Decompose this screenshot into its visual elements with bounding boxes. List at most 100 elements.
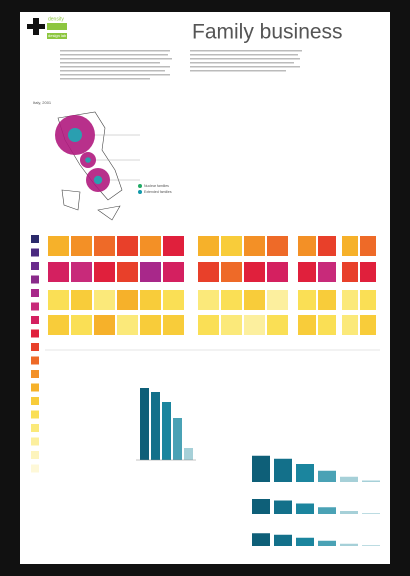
scale-swatch bbox=[31, 329, 39, 338]
legend-label: Nuclear families bbox=[144, 184, 169, 188]
heat-cell bbox=[298, 236, 316, 256]
heat-cell bbox=[318, 290, 336, 310]
small-bar bbox=[252, 499, 270, 514]
heat-cell bbox=[221, 262, 242, 282]
heat-cell bbox=[117, 315, 138, 335]
small-bar bbox=[362, 545, 380, 546]
small-bar bbox=[318, 507, 336, 514]
heat-cell bbox=[71, 290, 92, 310]
heat-cell bbox=[48, 315, 69, 335]
heat-cell bbox=[117, 290, 138, 310]
heat-cell bbox=[318, 236, 336, 256]
heat-cell bbox=[298, 315, 316, 335]
heat-cell bbox=[140, 262, 161, 282]
heat-cell bbox=[244, 262, 265, 282]
heat-cell bbox=[48, 262, 69, 282]
heat-cell bbox=[342, 290, 358, 310]
bar bbox=[173, 418, 182, 460]
heat-cell bbox=[360, 236, 376, 256]
heat-cell bbox=[342, 262, 358, 282]
italy-outline bbox=[57, 111, 123, 201]
region-inner bbox=[68, 128, 82, 142]
small-bar bbox=[318, 470, 336, 482]
heat-cell bbox=[221, 315, 242, 335]
heat-cell bbox=[94, 262, 115, 282]
small-bar bbox=[340, 511, 358, 514]
small-bar bbox=[340, 543, 358, 546]
scale-swatch bbox=[31, 410, 39, 419]
bar bbox=[184, 448, 193, 460]
legend-dot bbox=[138, 184, 142, 188]
heat-cell bbox=[244, 315, 265, 335]
small-bar bbox=[274, 458, 292, 482]
intro-text bbox=[60, 50, 302, 80]
heat-cell bbox=[163, 236, 184, 256]
heat-cell bbox=[117, 262, 138, 282]
scale-swatch bbox=[31, 383, 39, 392]
scale-swatch bbox=[31, 397, 39, 405]
scale-swatch bbox=[31, 316, 39, 324]
scale-swatch bbox=[31, 356, 39, 365]
heat-cell bbox=[342, 315, 358, 335]
heat-cell bbox=[360, 262, 376, 282]
heat-cell bbox=[360, 290, 376, 310]
scale-swatch bbox=[31, 302, 39, 311]
scale-swatch bbox=[31, 248, 39, 257]
small-bar bbox=[274, 534, 292, 546]
heat-cell bbox=[117, 236, 138, 256]
sardinia bbox=[61, 189, 81, 211]
heat-cell bbox=[94, 236, 115, 256]
heat-cell bbox=[267, 315, 288, 335]
heat-cell bbox=[48, 236, 69, 256]
small-bar bbox=[362, 480, 380, 482]
heat-cell bbox=[198, 236, 219, 256]
bar bbox=[162, 402, 171, 460]
heat-cell bbox=[198, 315, 219, 335]
heat-cell bbox=[318, 315, 336, 335]
sicily bbox=[97, 205, 121, 221]
heat-cell bbox=[71, 315, 92, 335]
scale-swatch bbox=[31, 464, 39, 473]
scale-swatch bbox=[31, 370, 39, 378]
heat-cell bbox=[198, 290, 219, 310]
legend-dot bbox=[138, 190, 142, 194]
scale-swatch bbox=[31, 437, 39, 446]
scale-swatch bbox=[31, 343, 39, 351]
heat-cell bbox=[71, 262, 92, 282]
small-bar bbox=[296, 503, 314, 514]
small-bar bbox=[274, 500, 292, 514]
heat-cell bbox=[163, 315, 184, 335]
heat-cell bbox=[298, 290, 316, 310]
bar bbox=[140, 388, 149, 460]
map-label: Italy, 2001 bbox=[33, 100, 52, 105]
heat-cell bbox=[71, 236, 92, 256]
heat-cell bbox=[140, 290, 161, 310]
heat-cell bbox=[163, 290, 184, 310]
small-bar bbox=[252, 533, 270, 546]
small-bar bbox=[318, 540, 336, 546]
title: Family business bbox=[192, 21, 343, 44]
heat-cell bbox=[244, 290, 265, 310]
logo-bar bbox=[47, 33, 67, 39]
small-bar bbox=[296, 464, 314, 482]
legend-label: Extended families bbox=[144, 190, 172, 194]
heat-cell bbox=[267, 262, 288, 282]
small-bar bbox=[252, 455, 270, 482]
scale-swatch bbox=[31, 262, 39, 270]
brand-sub: design lab bbox=[48, 33, 67, 38]
heat-cell bbox=[198, 262, 219, 282]
small-bar bbox=[362, 513, 380, 514]
heat-cell bbox=[163, 262, 184, 282]
heat-cell bbox=[94, 290, 115, 310]
logo-plus bbox=[33, 18, 39, 35]
heat-cell bbox=[342, 236, 358, 256]
logo-bar bbox=[47, 23, 67, 30]
heat-cell bbox=[221, 290, 242, 310]
heat-cell bbox=[140, 315, 161, 335]
scale-swatch bbox=[31, 275, 39, 284]
region-inner bbox=[93, 175, 103, 185]
small-bar bbox=[340, 476, 358, 482]
heat-cell bbox=[140, 236, 161, 256]
heat-cell bbox=[318, 262, 336, 282]
